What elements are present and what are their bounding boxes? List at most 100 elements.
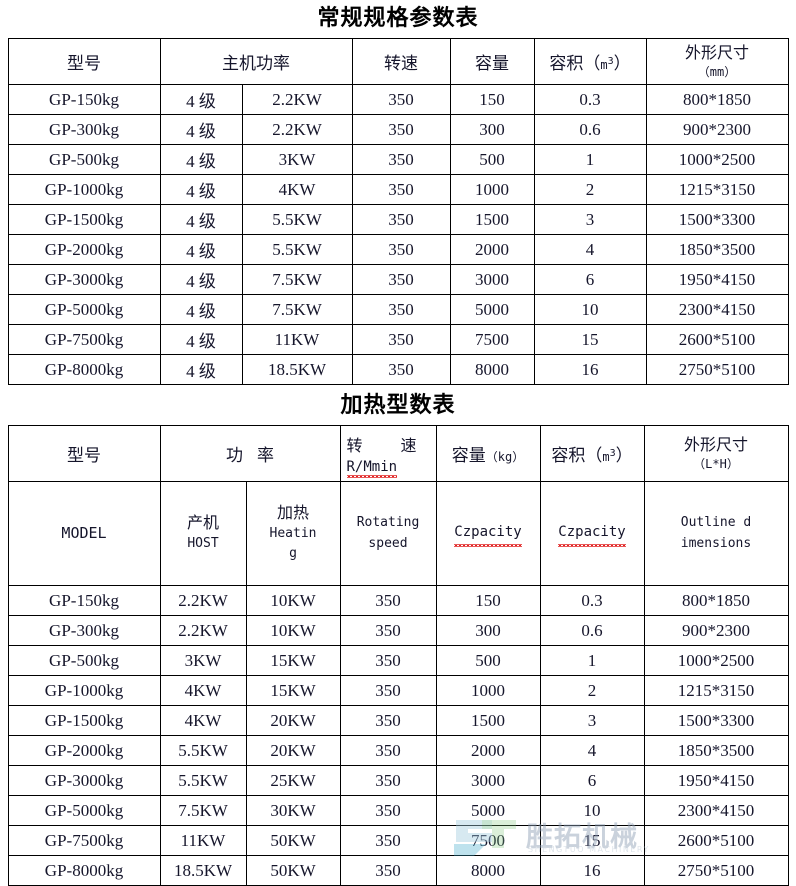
- table_heating-cell: 1500*3300: [643, 705, 789, 736]
- table_regular-cell: 4 级: [159, 144, 243, 175]
- table_heating-cell: 5000: [435, 795, 541, 826]
- table_regular-cell: GP-5000kg: [7, 294, 161, 325]
- heating-spec-table: 型号 功率 转 速 R/Mmin 容量（kg） 容积（m3） 外形尺寸 （L*H）…: [7, 425, 789, 886]
- table_regular-cell: GP-150kg: [7, 84, 161, 115]
- table-row: GP-1000kg 4KW 15KW 350 1000 2 1215*3150: [7, 675, 789, 706]
- table_regular-cell: 1000: [449, 174, 535, 205]
- table-row: GP-5000kg 7.5KW 30KW 350 5000 10 2300*4150: [7, 795, 789, 826]
- table_heating-cell: 350: [339, 585, 437, 616]
- table_regular-cell: 4 级: [159, 114, 243, 145]
- table_regular-cell: 1000*2500: [645, 144, 789, 175]
- table_regular-cell: 900*2300: [645, 114, 789, 145]
- table_heating-cell: 2.2KW: [159, 585, 247, 616]
- table_regular-cell: GP-2000kg: [7, 234, 161, 265]
- header-speed-char1: 转: [346, 437, 363, 455]
- table-header-row-en: MODEL 产机 HOST 加热 Heating Rotating speed …: [7, 481, 789, 586]
- table_regular-cell: 1: [533, 144, 647, 175]
- header-speed-unit: R/Mmin: [346, 458, 398, 478]
- table_heating-cell: 350: [339, 705, 437, 736]
- table_heating-cell: GP-5000kg: [7, 795, 161, 826]
- table_heating-cell: GP-500kg: [7, 645, 161, 676]
- table_heating-cell: 16: [539, 855, 645, 886]
- table-row: GP-1500kg 4KW 20KW 350 1500 3 1500*3300: [7, 705, 789, 736]
- header-volume: 容积（m3）: [533, 38, 647, 85]
- table_regular-cell: 4 级: [159, 324, 243, 355]
- table-row: GP-2000kg 5.5KW 20KW 350 2000 4 1850*3500: [7, 735, 789, 766]
- heating-table-body: GP-150kg 2.2KW 10KW 350 150 0.3 800*1850 GP-300…: [7, 585, 789, 886]
- table_regular-cell: 10: [533, 294, 647, 325]
- table_regular-cell: GP-1000kg: [7, 174, 161, 205]
- header-dimensions-en: Outline dimensions: [643, 481, 789, 586]
- table_regular-cell: 350: [351, 354, 451, 385]
- table_regular-cell: 3: [533, 204, 647, 235]
- header-heating-power-en: 加热 Heating: [245, 481, 341, 586]
- table_regular-cell: 1850*3500: [645, 234, 789, 265]
- table_heating-cell: 50KW: [245, 855, 341, 886]
- header-speed-en: Rotating speed: [339, 481, 437, 586]
- table_heating-cell: GP-300kg: [7, 615, 161, 646]
- header-dimensions-line2: （mm）: [697, 65, 737, 80]
- table_heating-cell: 150: [435, 585, 541, 616]
- table_heating-cell: 350: [339, 795, 437, 826]
- table_regular-cell: 1950*4150: [645, 264, 789, 295]
- page-title-regular-spec: 常规规格参数表: [317, 5, 479, 31]
- table_regular-cell: 300: [449, 114, 535, 145]
- table_heating-cell: 18.5KW: [159, 855, 247, 886]
- table_heating-cell: 2: [539, 675, 645, 706]
- table-header-row: 型号 主机功率 转速 容量 容积（m3） 外形尺寸 （mm）: [7, 38, 789, 85]
- table_regular-cell: GP-500kg: [7, 144, 161, 175]
- page-title-heating-spec: 加热型数表: [340, 392, 456, 418]
- table-row: GP-150kg 4 级 2.2KW 350 150 0.3 800*1850: [7, 84, 789, 115]
- table_regular-cell: 16: [533, 354, 647, 385]
- header-dimensions: 外形尺寸 （mm）: [645, 38, 789, 85]
- table_regular-cell: 150: [449, 84, 535, 115]
- table_regular-cell: 8000: [449, 354, 535, 385]
- table-row: GP-300kg 2.2KW 10KW 350 300 0.6 900*2300: [7, 615, 789, 646]
- table_regular-cell: 4KW: [241, 174, 353, 205]
- table_regular-cell: GP-3000kg: [7, 264, 161, 295]
- table_regular-cell: 7.5KW: [241, 294, 353, 325]
- table-header-row-cn: 型号 功率 转 速 R/Mmin 容量（kg） 容积（m3） 外形尺寸 （L*H）: [7, 425, 789, 482]
- table_heating-cell: 7.5KW: [159, 795, 247, 826]
- table-row: GP-7500kg 4 级 11KW 350 7500 15 2600*5100: [7, 324, 789, 355]
- table_heating-cell: 1000*2500: [643, 645, 789, 676]
- table-row: GP-150kg 2.2KW 10KW 350 150 0.3 800*1850: [7, 585, 789, 616]
- table_regular-cell: 2.2KW: [241, 114, 353, 145]
- table_heating-cell: 1950*4150: [643, 765, 789, 796]
- header-dimensions-line1: 外形尺寸: [683, 436, 748, 454]
- table_regular-cell: 1500: [449, 204, 535, 235]
- table_heating-cell: 2000: [435, 735, 541, 766]
- header-host-power: 主机功率: [159, 38, 353, 85]
- table-row: GP-3000kg 5.5KW 25KW 350 3000 6 1950*4150: [7, 765, 789, 796]
- header-model-en: MODEL: [7, 481, 161, 586]
- table_heating-cell: 4KW: [159, 675, 247, 706]
- table_regular-cell: 4 级: [159, 174, 243, 205]
- table-row: GP-1500kg 4 级 5.5KW 350 1500 3 1500*3300: [7, 204, 789, 235]
- table_regular-cell: 1500*3300: [645, 204, 789, 235]
- table_regular-cell: GP-300kg: [7, 114, 161, 145]
- table_heating-cell: 8000: [435, 855, 541, 886]
- table_regular-cell: 2300*4150: [645, 294, 789, 325]
- table_heating-cell: 0.3: [539, 585, 645, 616]
- header-host-power-en: 产机 HOST: [159, 481, 247, 586]
- table_regular-cell: 5.5KW: [241, 234, 353, 265]
- table_heating-cell: 5.5KW: [159, 765, 247, 796]
- header-dimensions: 外形尺寸 （L*H）: [643, 425, 789, 482]
- table_regular-cell: 350: [351, 114, 451, 145]
- table-row: GP-1000kg 4 级 4KW 350 1000 2 1215*3150: [7, 174, 789, 205]
- table_heating-cell: 5.5KW: [159, 735, 247, 766]
- table_regular-cell: 350: [351, 204, 451, 235]
- regular-spec-table: 型号 主机功率 转速 容量 容积（m3） 外形尺寸 （mm） GP-150kg 4…: [7, 38, 789, 385]
- table_heating-cell: 2.2KW: [159, 615, 247, 646]
- table_regular-cell: 5000: [449, 294, 535, 325]
- table_regular-cell: 7500: [449, 324, 535, 355]
- table_regular-cell: 11KW: [241, 324, 353, 355]
- table_heating-cell: 15: [539, 825, 645, 856]
- header-capacity: 容量: [449, 38, 535, 85]
- header-speed: 转 速 R/Mmin: [339, 425, 437, 482]
- table-row: GP-2000kg 4 级 5.5KW 350 2000 4 1850*3500: [7, 234, 789, 265]
- header-capacity-kg: 容量（kg）: [435, 425, 541, 482]
- table-row: GP-3000kg 4 级 7.5KW 350 3000 6 1950*4150: [7, 264, 789, 295]
- table_regular-cell: 350: [351, 234, 451, 265]
- table_heating-cell: 6: [539, 765, 645, 796]
